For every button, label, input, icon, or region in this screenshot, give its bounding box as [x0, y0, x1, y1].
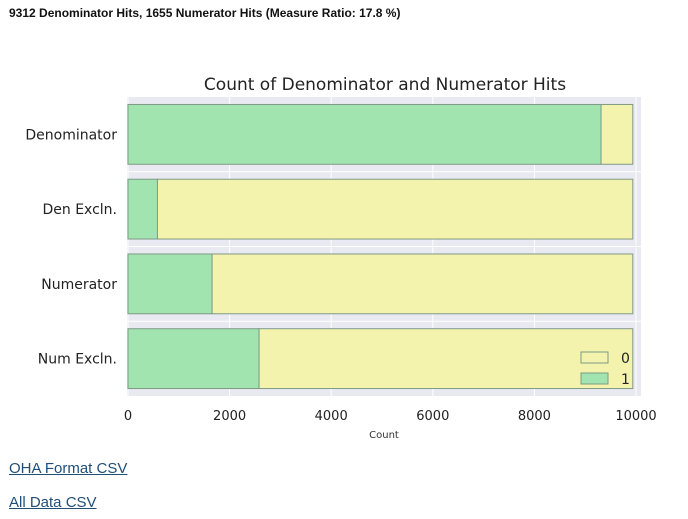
legend-label: 0 [621, 351, 630, 367]
bar-zero-2 [211, 253, 634, 315]
bar-zero-3 [258, 328, 634, 390]
bar-zero-1 [156, 178, 634, 240]
all-data-csv-link[interactable]: All Data CSV [9, 494, 97, 511]
category-label: Denominator [25, 127, 117, 143]
x-tick-label: 4000 [315, 409, 348, 424]
category-label: Den Excln. [42, 202, 117, 218]
category-labels: Denominator Den Excln. Numerator Num Excln. [25, 127, 117, 367]
x-tick-label: 8000 [518, 409, 551, 424]
bar-one-3 [127, 328, 260, 390]
x-axis-label: Count [369, 430, 399, 441]
bar-one-2 [127, 253, 213, 315]
x-tick-label: 6000 [416, 409, 449, 424]
legend-label: 1 [621, 372, 630, 388]
category-label: Numerator [41, 277, 117, 293]
x-tick-label: 10000 [615, 409, 656, 424]
bar-zero-0 [600, 103, 634, 165]
legend-swatch [580, 372, 609, 385]
legend-swatch [580, 351, 609, 364]
x-tick-label: 2000 [213, 409, 246, 424]
x-tick-labels: 0 2000 4000 6000 8000 10000 [124, 409, 657, 424]
category-label: Num Excln. [38, 352, 117, 368]
bar-one-1 [127, 178, 158, 240]
x-tick-label: 0 [124, 409, 132, 424]
bars [127, 103, 634, 390]
legend: 01 [580, 351, 630, 388]
hits-bar-chart: Count of Denominator and Numerator Hits … [25, 75, 657, 441]
bar-one-0 [127, 103, 602, 165]
oha-format-csv-link[interactable]: OHA Format CSV [9, 460, 128, 477]
measure-summary: 9312 Denominator Hits, 1655 Numerator Hi… [9, 6, 401, 20]
chart-title: Count of Denominator and Numerator Hits [204, 75, 566, 95]
